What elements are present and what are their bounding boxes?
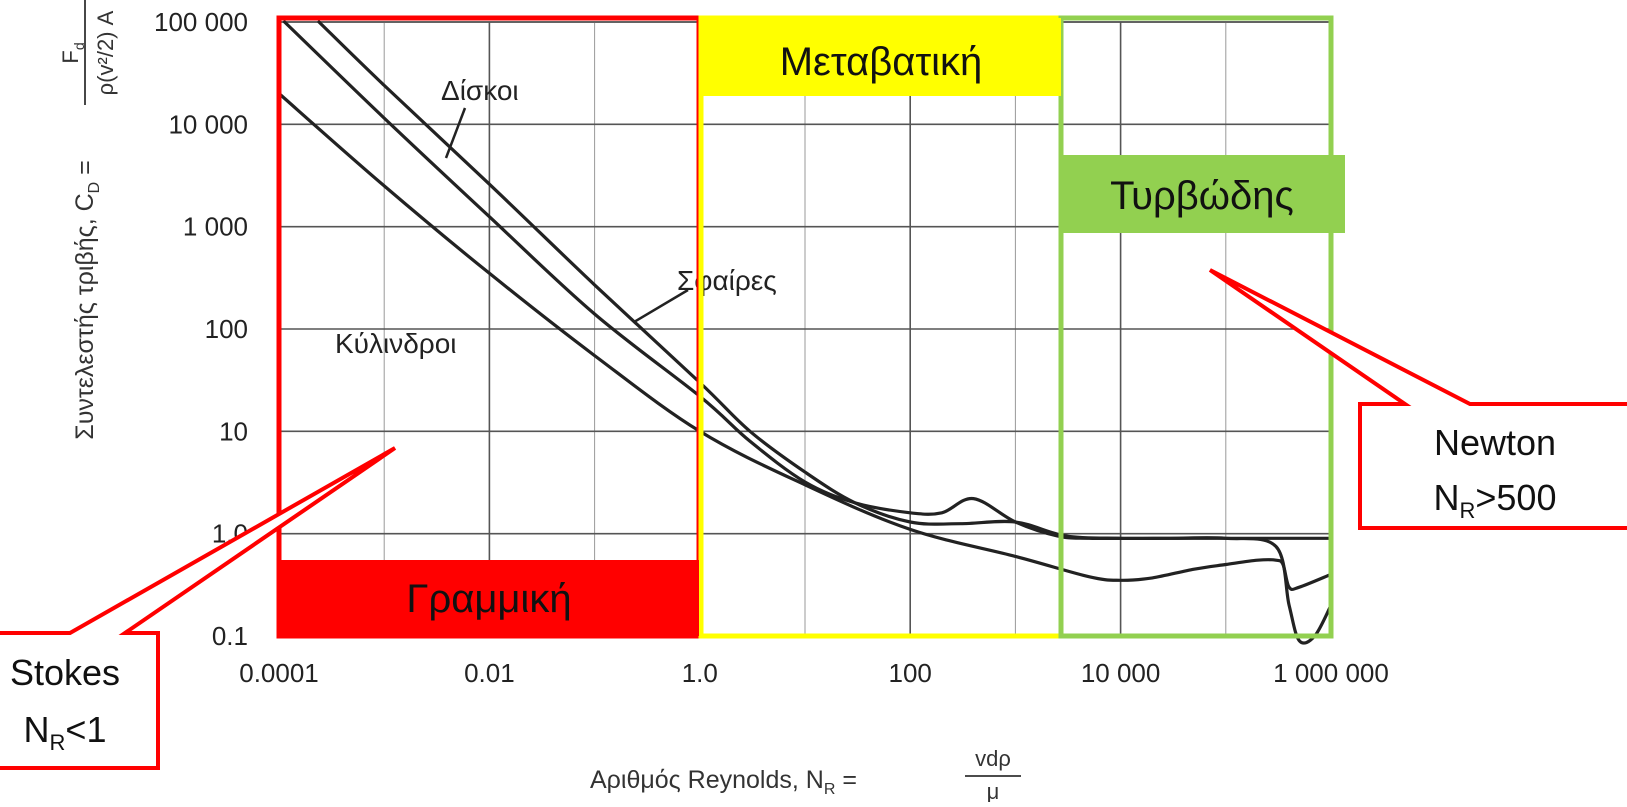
x-tick-label: 1.0 — [682, 658, 718, 688]
region-box-transitional — [698, 15, 1064, 639]
y-axis-title: Συντελεστής τριβής, CD = Fd ρ(v²/2) A — [58, 0, 118, 440]
svg-text:Συντελεστής τριβής, CD =: Συντελεστής τριβής, CD = — [71, 160, 103, 440]
region-label-bg-transitional — [701, 18, 1061, 96]
curve-label-disks-leader — [444, 107, 467, 159]
curve-label-cylinders: Κύλινδροι — [335, 328, 457, 359]
x-tick-label: 0.01 — [464, 658, 515, 688]
svg-text:μ: μ — [987, 779, 1000, 802]
y-tick-label: 100 000 — [154, 7, 248, 37]
svg-text:NR<1: NR<1 — [24, 709, 107, 755]
curve-cylinders — [277, 91, 1333, 592]
x-tick-label: 1 000 000 — [1273, 658, 1389, 688]
svg-text:vdρ: vdρ — [975, 746, 1011, 771]
curve-spheres — [317, 20, 1333, 645]
svg-text:NR>500: NR>500 — [1434, 477, 1557, 523]
x-tick-label: 100 — [889, 658, 932, 688]
y-tick-label: 0.1 — [212, 621, 248, 651]
svg-text:Fd: Fd — [58, 42, 87, 63]
curve-label-disks: Δίσκοι — [441, 75, 519, 106]
region-label-bg-turbulent — [1059, 155, 1345, 233]
svg-text:Αριθμός Reynolds, NR =: Αριθμός Reynolds, NR = — [590, 766, 857, 798]
curve-label-spheres-leader — [633, 288, 689, 324]
region-box-turbulent — [1058, 15, 1334, 639]
y-tick-label: 100 — [205, 314, 248, 344]
x-tick-label: 10 000 — [1081, 658, 1161, 688]
region-label-transitional: Μεταβατική — [780, 40, 983, 84]
region-label-turbulent: Τυρβώδης — [1110, 174, 1294, 218]
curves — [277, 20, 1333, 645]
y-tick-label: 1 000 — [183, 212, 248, 242]
x-tick-label: 0.0001 — [239, 658, 319, 688]
x-axis-ticks: 0.0001 0.01 1.0 100 10 000 1 000 000 — [239, 658, 1389, 688]
svg-text:ρ(v²/2) A: ρ(v²/2) A — [93, 10, 118, 95]
y-tick-label: 10 — [219, 416, 248, 446]
callout-stokes: Stokes NR<1 — [0, 446, 397, 770]
curve-label-spheres: Σφαίρες — [677, 265, 777, 296]
x-axis-title: Αριθμός Reynolds, NR = vdρ μ — [590, 746, 1021, 804]
region-label-linear: Γραμμική — [406, 577, 571, 621]
y-tick-label: 10 000 — [168, 109, 248, 139]
svg-text:Stokes: Stokes — [10, 652, 120, 693]
callout-newton: Newton NR>500 — [1208, 268, 1627, 530]
svg-text:Newton: Newton — [1434, 422, 1556, 463]
region-label-bg-linear — [279, 560, 699, 636]
